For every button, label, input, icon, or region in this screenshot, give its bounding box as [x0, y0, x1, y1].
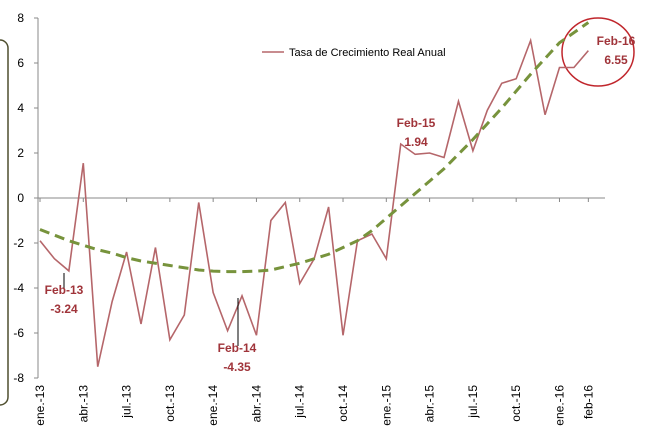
y-tick-label: -8: [13, 371, 24, 385]
x-tick-label: abr.-13: [76, 385, 90, 423]
y-tick-label: 8: [17, 11, 24, 25]
x-tick-label: oct.-13: [163, 385, 177, 422]
data-line: [39, 37, 589, 367]
y-tick-label: -2: [13, 236, 24, 250]
y-tick-label: 6: [17, 56, 24, 70]
x-tick-label: ene.-16: [552, 385, 566, 426]
x-tick-label: jul.-13: [120, 385, 134, 419]
y-tick-label: 2: [17, 146, 24, 160]
x-tick-label: abr.-14: [249, 385, 263, 423]
annotation-label: Feb-16: [597, 34, 636, 48]
x-tick-label: feb-16: [581, 385, 595, 419]
x-tick-label: jul.-15: [466, 385, 480, 419]
legend-label: Tasa de Crecimiento Real Anual: [289, 47, 446, 59]
y-tick-label: 0: [17, 191, 24, 205]
x-tick-label: jul.-14: [293, 385, 307, 419]
x-tick-label: ene.-13: [33, 385, 47, 426]
annotation-label: Feb-14: [218, 341, 257, 355]
annotation-label: Feb-13: [45, 283, 84, 297]
x-tick-label: ene.-14: [206, 385, 220, 426]
x-tick-label: ene.-15: [379, 385, 393, 426]
x-tick-label: abr.-15: [423, 385, 437, 423]
y-tick-label: -6: [13, 326, 24, 340]
annotation-value: 6.55: [604, 53, 628, 67]
side-frame: [0, 39, 9, 406]
x-tick-label: oct.-14: [336, 385, 350, 422]
x-tick-label: oct.-15: [509, 385, 523, 422]
annotation-label: Feb-15: [397, 116, 436, 130]
annotation-value: 1.94: [404, 135, 428, 149]
highlight-circle: [561, 17, 635, 87]
annotation-value: -4.35: [223, 360, 251, 374]
trend-line: [39, 21, 590, 274]
annotation-value: -3.24: [50, 302, 78, 316]
y-tick-label: -4: [13, 281, 24, 295]
y-tick-label: 4: [17, 101, 24, 115]
